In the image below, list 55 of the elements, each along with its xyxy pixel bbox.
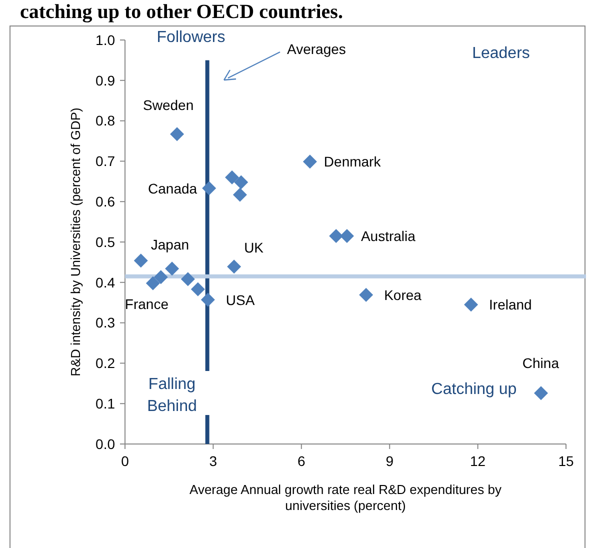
y-tick-label: 0.1 <box>96 396 116 412</box>
y-tick-label: 0.6 <box>96 194 116 210</box>
y-tick-label: 1.0 <box>96 32 116 48</box>
point <box>302 154 317 169</box>
data-label: France <box>124 296 169 312</box>
y-axis-title: R&D intensity by Universities (percent of GDP) <box>68 108 83 376</box>
x-tick-label: 9 <box>386 453 394 469</box>
point <box>180 272 195 286</box>
x-tick-label: 6 <box>298 453 306 469</box>
annotation: Averages <box>287 41 346 57</box>
point <box>534 386 548 400</box>
y-tick-label: 0.5 <box>96 234 116 250</box>
annotation: Catching up <box>431 381 517 398</box>
point <box>165 262 180 276</box>
point <box>202 181 216 196</box>
point <box>154 270 168 284</box>
point <box>190 282 205 296</box>
point <box>170 127 184 142</box>
point <box>225 170 240 184</box>
point <box>200 292 215 307</box>
x-tick-label: 12 <box>470 453 486 469</box>
point <box>227 260 242 274</box>
x-tick-label: 0 <box>121 453 130 469</box>
y-tick-label: 0.7 <box>96 153 116 170</box>
data-label: Denmark <box>324 154 382 170</box>
data-label: Japan <box>150 236 190 253</box>
y-tick-label: 0.9 <box>96 72 116 88</box>
data-label: Sweden <box>143 97 194 114</box>
point <box>359 288 374 302</box>
point <box>340 228 354 243</box>
x-tick-label: 15 <box>558 453 574 469</box>
y-tick-label: 0.4 <box>96 274 116 290</box>
annotation: Followers <box>156 29 226 46</box>
annotation: Leaders <box>472 45 530 62</box>
point <box>464 298 478 312</box>
point <box>329 228 344 243</box>
annotation: Falling Behind <box>147 376 197 415</box>
point <box>232 188 247 202</box>
x-axis-title: Average Annual growth rate real R&D expenditures by universities (percent) <box>190 482 502 513</box>
y-tick-label: 0.3 <box>96 314 116 331</box>
data-label: Canada <box>148 180 198 196</box>
data-label: Korea <box>384 286 422 303</box>
chart-title: catching up to other OECD countries. <box>20 1 343 23</box>
data-label: Ireland <box>489 296 532 313</box>
x-tick-label: 3 <box>209 453 218 469</box>
point <box>146 276 160 290</box>
data-label: USA <box>226 292 256 308</box>
data-label: China <box>522 355 560 372</box>
y-tick-label: 0.0 <box>96 436 116 452</box>
data-label: Australia <box>360 228 416 244</box>
y-tick-label: 0.2 <box>96 355 116 372</box>
data-label: UK <box>244 240 264 256</box>
y-tick-label: 0.8 <box>96 112 116 129</box>
point <box>134 254 148 268</box>
point <box>234 175 248 190</box>
